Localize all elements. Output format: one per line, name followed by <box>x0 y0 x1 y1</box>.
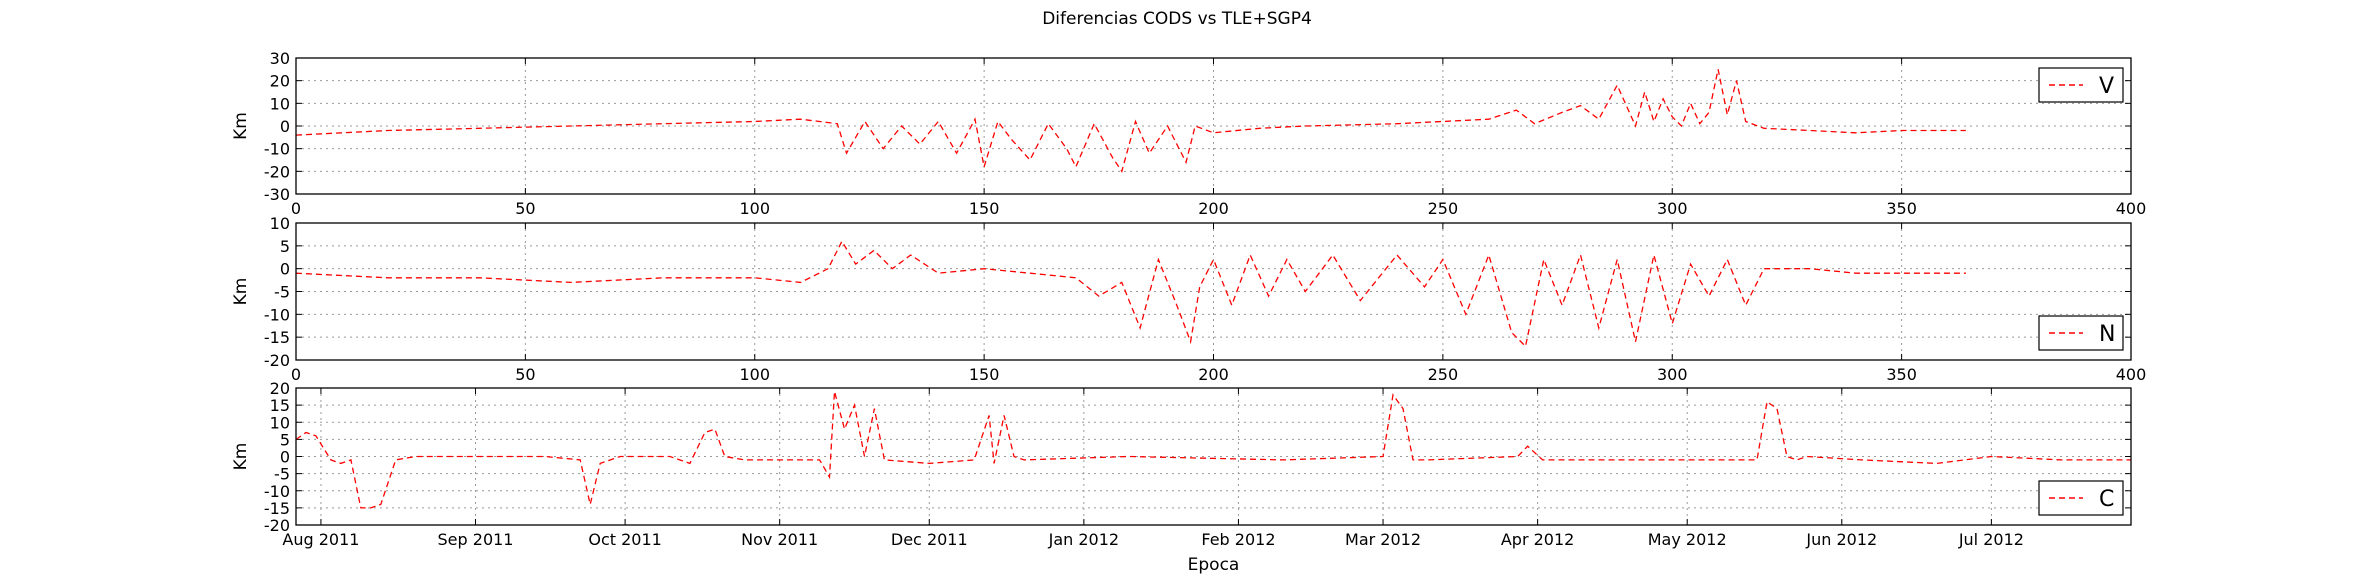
y-tick-label: 15 <box>270 396 290 415</box>
x-tick-label: Sep 2011 <box>438 530 514 549</box>
legend-label: V <box>2099 74 2114 99</box>
x-tick-label: 150 <box>969 365 1000 384</box>
x-tick-label: 250 <box>1428 365 1459 384</box>
axes-frame <box>295 57 2132 195</box>
y-tick-label: 5 <box>280 430 290 449</box>
y-axis-label: Km <box>231 278 251 306</box>
x-tick-label: 300 <box>1657 199 1688 218</box>
y-axis-label: Km <box>231 443 251 471</box>
x-tick-label: Jan 2012 <box>1048 530 1119 549</box>
legend-label: C <box>2099 487 2114 512</box>
y-tick-label: -30 <box>264 185 290 204</box>
x-tick-label: May 2012 <box>1648 530 1727 549</box>
legend: N <box>2038 315 2124 351</box>
x-tick-label: 300 <box>1657 365 1688 384</box>
y-tick-label: -20 <box>264 162 290 181</box>
chart-title: Diferencias CODS vs TLE+SGP4 <box>1042 9 1312 29</box>
x-tick-label: 0 <box>291 365 301 384</box>
series-line-c <box>295 391 2131 509</box>
y-tick-label: -15 <box>264 328 290 347</box>
x-tick-label: Jun 2012 <box>1805 530 1877 549</box>
x-tick-label: Apr 2012 <box>1501 530 1574 549</box>
series-line-v <box>295 69 1966 173</box>
x-tick-label: 350 <box>1886 199 1917 218</box>
y-tick-label: 20 <box>270 72 290 91</box>
x-tick-label: 50 <box>515 365 535 384</box>
x-tick-label: 350 <box>1886 365 1917 384</box>
y-tick-label: 0 <box>280 448 290 467</box>
x-tick-label: 250 <box>1428 199 1459 218</box>
x-tick-label: Dec 2011 <box>891 530 968 549</box>
y-axis-label: Km <box>231 112 251 140</box>
x-tick-label: 100 <box>739 199 770 218</box>
y-tick-label: -15 <box>264 499 290 518</box>
series-line-n <box>295 239 1966 348</box>
y-tick-label: 0 <box>280 117 290 136</box>
y-tick-label: 20 <box>270 379 290 398</box>
x-tick-label: 400 <box>2116 365 2147 384</box>
x-tick-label: Aug 2011 <box>282 530 359 549</box>
legend-label: N <box>2099 322 2115 347</box>
x-tick-label: 150 <box>969 199 1000 218</box>
x-tick-label: 200 <box>1198 365 1229 384</box>
y-tick-label: 0 <box>280 260 290 279</box>
y-tick-label: 30 <box>270 49 290 68</box>
x-tick-label: Jul 2012 <box>1958 530 2024 549</box>
axes-frame <box>295 222 2132 361</box>
x-tick-label: Nov 2011 <box>741 530 818 549</box>
legend: C <box>2038 480 2124 516</box>
y-tick-label: 10 <box>270 214 290 233</box>
x-tick-label: 0 <box>291 199 301 218</box>
y-tick-label: 10 <box>270 413 290 432</box>
y-tick-label: -10 <box>264 140 290 159</box>
y-tick-label: -20 <box>264 351 290 370</box>
y-tick-label: -10 <box>264 305 290 324</box>
y-tick-label: -10 <box>264 482 290 501</box>
y-tick-label: 10 <box>270 94 290 113</box>
x-tick-label: Mar 2012 <box>1345 530 1421 549</box>
x-tick-label: Oct 2011 <box>588 530 661 549</box>
y-tick-label: -5 <box>274 465 290 484</box>
x-tick-label: 200 <box>1198 199 1229 218</box>
y-tick-label: -5 <box>274 283 290 302</box>
x-axis-label: Epoca <box>1188 555 1240 575</box>
legend: V <box>2038 67 2124 103</box>
x-tick-label: 50 <box>515 199 535 218</box>
x-tick-label: 400 <box>2116 199 2147 218</box>
x-tick-label: 100 <box>739 365 770 384</box>
y-tick-label: 5 <box>280 237 290 256</box>
y-tick-label: -20 <box>264 516 290 535</box>
axes-frame <box>295 387 2132 526</box>
x-tick-label: Feb 2012 <box>1201 530 1275 549</box>
